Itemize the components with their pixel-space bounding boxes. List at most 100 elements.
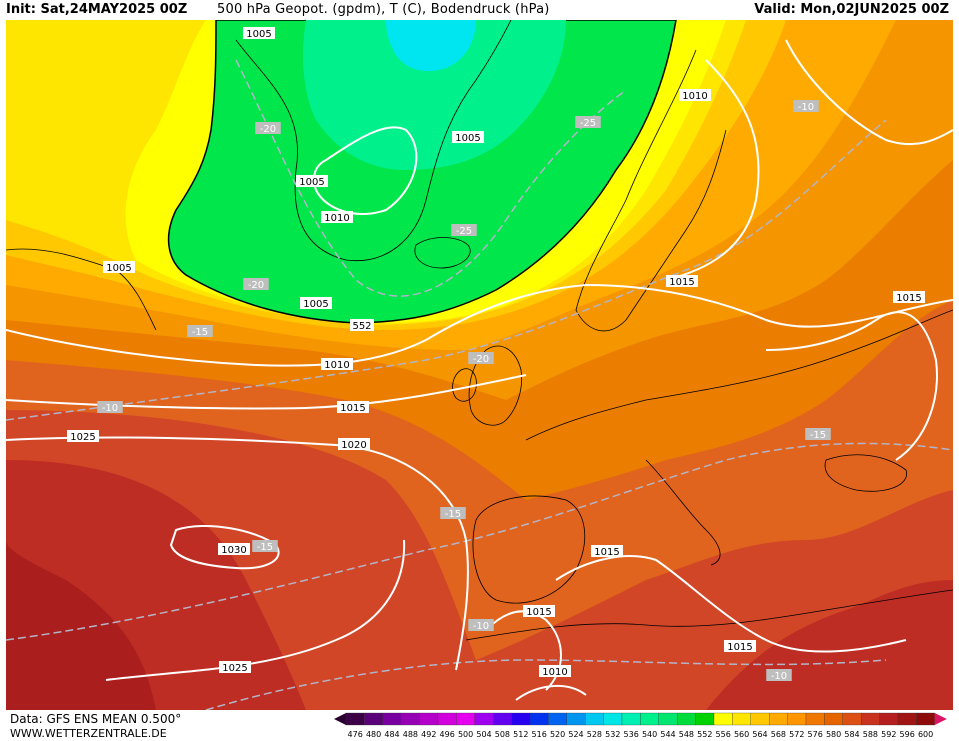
europe-coast (525, 309, 953, 441)
legend-swatch (750, 712, 770, 726)
legend-value: 544 (660, 730, 675, 739)
label-552: 552 (350, 319, 374, 332)
svg-text:-15: -15 (810, 430, 826, 441)
svg-text:1015: 1015 (669, 277, 694, 288)
svg-text:-25: -25 (580, 118, 596, 129)
pressure-label: 1005 (103, 261, 135, 274)
svg-text:1005: 1005 (455, 133, 480, 144)
svg-text:-10: -10 (473, 621, 489, 632)
legend-swatch (787, 712, 807, 726)
temperature-label: -20 (468, 352, 494, 365)
temperature-label: -25 (575, 116, 601, 129)
pressure-label: 1015 (337, 401, 369, 414)
pressure-label: 1005 (452, 131, 484, 144)
legend-swatch (916, 712, 935, 726)
pressure-label: 1025 (219, 661, 251, 674)
temperature-label: -10 (766, 669, 792, 682)
legend-value: 552 (697, 730, 712, 739)
svg-text:1030: 1030 (221, 545, 246, 556)
site-url: WWW.WETTERZENTRALE.DE (10, 727, 167, 740)
legend-value: 512 (513, 730, 528, 739)
pressure-label: 1010 (679, 89, 711, 102)
svg-text:1010: 1010 (542, 667, 567, 678)
legend-swatch (566, 712, 586, 726)
pressure-label: 1015 (893, 291, 925, 304)
legend-value: 524 (568, 730, 583, 739)
temperature-label: -20 (243, 278, 269, 291)
pressure-label: 1015 (591, 545, 623, 558)
temperature-label: -15 (440, 507, 466, 520)
isobars (6, 39, 953, 701)
pressure-labels: 1005 1005 1005 1010 1005 1010 1005 1015 1015 1010… (67, 27, 925, 678)
legend-swatch (456, 712, 475, 726)
field-green-inner (303, 20, 566, 170)
italy-coast (645, 459, 721, 566)
pressure-label: 1005 (243, 27, 275, 40)
pressure-label: 1015 (666, 275, 698, 288)
svg-text:-20: -20 (248, 280, 264, 291)
isotherms (6, 59, 953, 710)
temperature-label: -10 (468, 619, 494, 632)
iceland-coast (414, 237, 471, 269)
legend-value: 600 (918, 730, 933, 739)
legend-swatch (769, 712, 788, 726)
legend-value: 480 (366, 730, 381, 739)
scandinavia-coast (575, 49, 727, 332)
temperature-label: -20 (255, 122, 281, 135)
legend-end-arrow (934, 713, 947, 725)
pressure-label: 1015 (724, 640, 756, 653)
legend-value: 508 (495, 730, 510, 739)
legend-swatch (824, 712, 843, 726)
svg-text:-15: -15 (445, 509, 461, 520)
legend-value: 500 (458, 730, 473, 739)
svg-text:-15: -15 (192, 327, 208, 338)
svg-text:-15: -15 (257, 542, 273, 553)
svg-text:1015: 1015 (727, 642, 752, 653)
legend-swatch (382, 712, 402, 726)
temperature-label: -15 (805, 428, 831, 441)
data-source: Data: GFS ENS MEAN 0.500° (10, 712, 182, 726)
pressure-label: 1025 (67, 430, 99, 443)
legend-value: 572 (789, 730, 804, 739)
temperature-label: -10 (793, 100, 819, 113)
svg-text:-10: -10 (771, 671, 787, 682)
map-footer: Data: GFS ENS MEAN 0.500° WWW.WETTERZENT… (0, 710, 959, 741)
legend-swatch (511, 712, 531, 726)
color-legend: 476 480 484 488 492 496 500 504 508 512 516 520 524 5… (334, 712, 947, 739)
svg-text:1015: 1015 (594, 547, 619, 558)
pressure-label: 1010 (539, 665, 571, 678)
legend-swatch (437, 712, 457, 726)
coastlines (6, 20, 953, 641)
legend-swatch (401, 712, 420, 726)
pressure-label: 1005 (296, 175, 328, 188)
svg-text:1005: 1005 (303, 299, 328, 310)
ireland-coast (452, 368, 477, 402)
legend-swatch (345, 712, 365, 726)
legend-swatch (897, 712, 917, 726)
svg-text:-20: -20 (260, 124, 276, 135)
pressure-label: 1005 (300, 297, 332, 310)
black-sea-coast (824, 454, 907, 492)
pressure-label: 1010 (321, 211, 353, 224)
legend-value: 556 (716, 730, 731, 739)
svg-text:1005: 1005 (106, 263, 131, 274)
legend-value: 536 (624, 730, 639, 739)
svg-text:1015: 1015 (896, 293, 921, 304)
greenland-coast (235, 20, 512, 262)
legend-value: 576 (808, 730, 823, 739)
pressure-label: 1010 (321, 358, 353, 371)
legend-swatch (621, 712, 641, 726)
map-title: 500 hPa Geopot. (gpdm), T (C), Bodendruc… (217, 2, 550, 17)
temperature-labels: -20 -25 -25 -20 -15 -20 -10 -10 -15 -15 -15 -10 -10 (97, 100, 831, 682)
legend-swatch (585, 712, 604, 726)
pressure-label: 1020 (338, 438, 370, 451)
svg-text:-25: -25 (456, 226, 472, 237)
legend-value: 540 (642, 730, 657, 739)
legend-swatch (364, 712, 383, 726)
legend-swatch (713, 712, 733, 726)
valid-time: Valid: Mon,02JUN2025 00Z (754, 2, 949, 17)
legend-swatch (842, 712, 862, 726)
svg-text:1015: 1015 (340, 403, 365, 414)
svg-text:1015: 1015 (526, 607, 551, 618)
temperature-label: -15 (252, 540, 278, 553)
